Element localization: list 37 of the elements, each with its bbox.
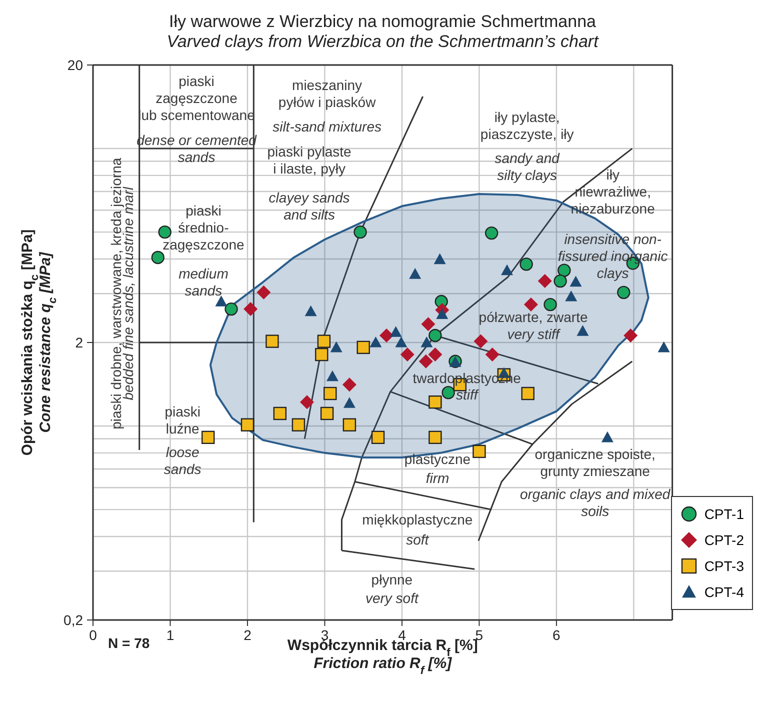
x-tick-label: 6 bbox=[552, 627, 561, 643]
chart-subtitle: Varved clays from Wierzbica on the Schmertmann’s chart bbox=[166, 32, 600, 52]
legend-label: CPT-2 bbox=[704, 532, 744, 548]
annotation: very stiff bbox=[507, 326, 562, 342]
x-tick-label: 0 bbox=[89, 627, 98, 643]
annotation: organic clays and mixed soils bbox=[520, 486, 672, 520]
annotation: organiczne spoiste, grunty zmieszane bbox=[534, 446, 656, 479]
annotation: piaski luźne bbox=[164, 404, 200, 437]
annotation: mieszaniny pyłów i piasków bbox=[278, 76, 377, 110]
annotation: medium sands bbox=[178, 266, 229, 299]
annotation: sandy and silty clays bbox=[494, 150, 561, 184]
annotation: miękkoplastyczne bbox=[362, 512, 473, 528]
x-tick-label: 4 bbox=[398, 627, 406, 643]
annotation: półzwarte, zwarte bbox=[478, 309, 588, 326]
annotation: soft bbox=[406, 532, 430, 548]
annotation: very soft bbox=[365, 590, 420, 606]
x-tick-label: 1 bbox=[166, 627, 174, 643]
annotation: loose sands bbox=[164, 444, 202, 478]
annotation: plastyczne bbox=[404, 451, 471, 468]
y-tick-label: 20 bbox=[67, 57, 84, 73]
y-tick-label: 0,2 bbox=[64, 612, 84, 628]
legend-label: CPT-1 bbox=[704, 506, 744, 522]
annotation: iły pylaste, piaszczyste, iły bbox=[480, 109, 574, 142]
annotation: silt-sand mixtures bbox=[272, 118, 382, 135]
annotation: clayey sands and silts bbox=[268, 190, 350, 223]
annotation: stiff bbox=[456, 386, 480, 402]
x-tick-label: 2 bbox=[244, 627, 252, 643]
chart-title: Iły warwowe z Wierzbicy na nomogramie Schmertmanna bbox=[168, 12, 598, 32]
annotation: iły niewrażliwe, niezaburzone bbox=[570, 166, 656, 217]
text: N = 78 bbox=[108, 635, 150, 651]
y-tick-label: 2 bbox=[75, 334, 84, 350]
annotation: piaski pylaste i ilaste, pyły bbox=[267, 143, 352, 176]
annotation: firm bbox=[426, 470, 450, 486]
legend-label: CPT-4 bbox=[704, 584, 744, 600]
legend-label: CPT-3 bbox=[704, 558, 744, 574]
annotation: płynne bbox=[371, 571, 413, 588]
annotation: piaski średnio- zagęszczone bbox=[162, 202, 245, 252]
